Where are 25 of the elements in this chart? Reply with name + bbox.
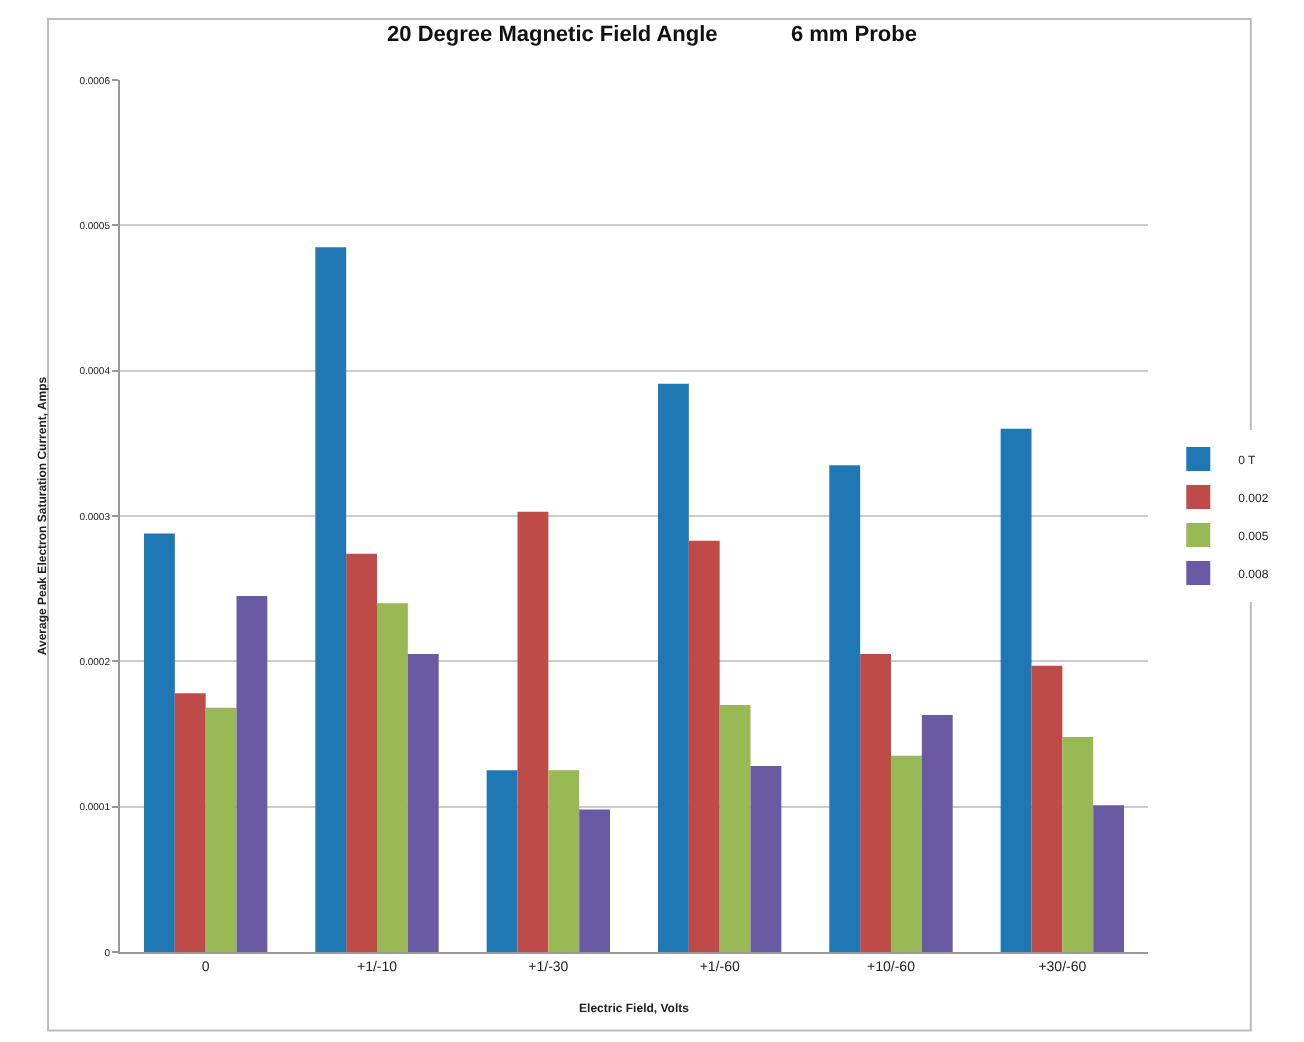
- bar: [548, 770, 580, 952]
- bar: [1093, 805, 1125, 952]
- bar: [1031, 665, 1063, 952]
- bar: [407, 654, 439, 952]
- bar: [346, 553, 377, 952]
- bar: [205, 707, 237, 952]
- bar: [719, 704, 751, 952]
- bar: [143, 533, 175, 952]
- bar: [750, 765, 782, 952]
- bar: [891, 755, 922, 952]
- bar: [579, 809, 611, 952]
- chart-title: 20 Degree Magnetic Field Angle 6 mm Probe: [387, 23, 917, 48]
- bar: [688, 540, 720, 952]
- bar: [377, 603, 408, 952]
- bar: [1062, 736, 1094, 952]
- bar: [1000, 428, 1032, 952]
- bar: [517, 511, 549, 952]
- bar: [236, 595, 268, 952]
- bar: [657, 383, 689, 952]
- bar: [315, 247, 347, 952]
- bar: [829, 465, 861, 952]
- bar: [921, 715, 953, 952]
- bar: [174, 693, 206, 952]
- bar: [486, 770, 518, 952]
- bar: [860, 654, 891, 952]
